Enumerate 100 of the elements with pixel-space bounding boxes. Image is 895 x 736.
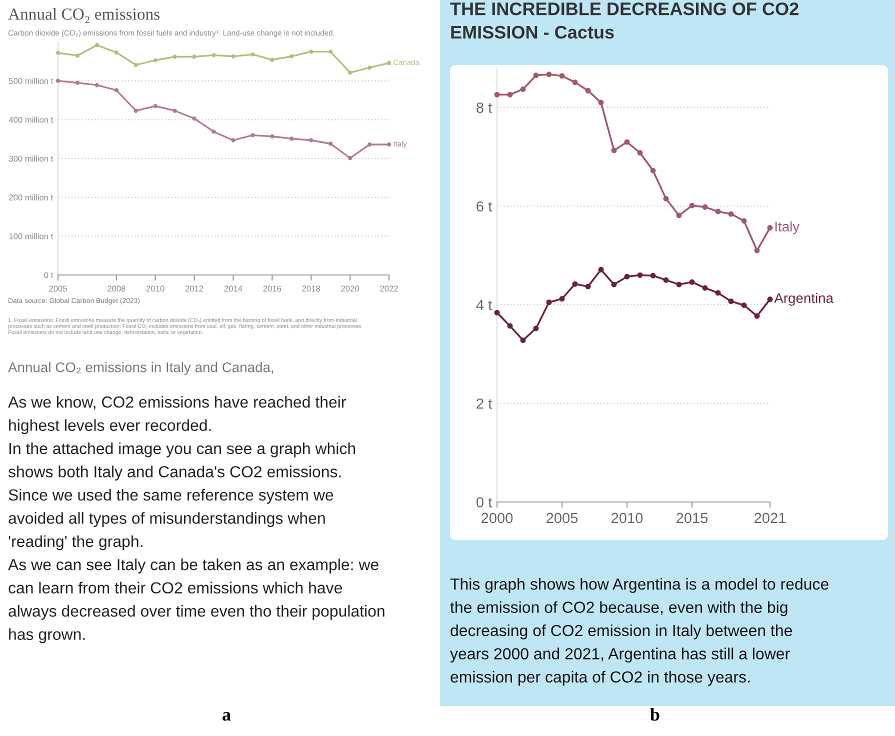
y-tick-label: 500 million t <box>9 78 54 84</box>
chart-title: THE INCREDIBLE DECREASING OF CO2 EMISSION - Cactus <box>450 2 798 39</box>
point <box>507 92 513 98</box>
x-tick-label: 2012 <box>185 286 204 292</box>
y-tick-label: 0 t <box>476 497 492 508</box>
point <box>767 225 773 231</box>
x-tick-label: 2008 <box>108 286 126 292</box>
point <box>114 50 118 55</box>
point <box>546 299 552 306</box>
point <box>533 326 539 332</box>
x-tick-label: 2018 <box>302 286 320 292</box>
point <box>231 54 236 58</box>
point <box>715 208 721 214</box>
point <box>598 100 604 106</box>
point <box>559 296 565 302</box>
point <box>309 50 314 54</box>
y-tick-label: 300 million t <box>8 155 54 162</box>
point <box>559 73 565 79</box>
point <box>611 148 617 154</box>
point <box>212 53 216 58</box>
point <box>270 58 274 62</box>
x-tick-label: 2010 <box>146 286 164 292</box>
y-tick-label: 6 t <box>476 201 492 212</box>
x-tick-label: 2021 <box>754 512 786 524</box>
point <box>134 62 138 67</box>
x-tick-label: 2005 <box>49 286 67 292</box>
point <box>94 43 100 48</box>
point <box>624 139 630 145</box>
text: Annual CO₂ emissions in Italy and Canada, <box>8 362 274 375</box>
text: As we know, CO2 emissions have reached their highest levels ever recorded. In the attached image you can see a graph which shows both Italy and Canada's CO2 emissions. Since we used the same reference system we avoided all types of misunderstandings when 'reading' the graph. As we can see Italy can be taken as an example: we can learn from their CO2 emissions which have always decreased over time even tho their population has grown. <box>8 396 384 644</box>
text: a <box>222 712 231 721</box>
point <box>172 108 177 113</box>
point <box>546 72 552 78</box>
y-tick-label: 400 million t <box>8 116 54 123</box>
point <box>520 337 526 344</box>
point <box>367 66 372 70</box>
point <box>689 279 695 285</box>
point <box>702 285 708 291</box>
x-tick-label: 2020 <box>341 286 360 292</box>
x-tick-label: 2000 <box>482 512 513 524</box>
point <box>114 88 118 92</box>
point <box>728 211 734 217</box>
series-label: Argentina <box>774 292 834 306</box>
point <box>585 284 591 290</box>
point <box>650 168 656 174</box>
point <box>172 54 177 59</box>
y-tick-label: 4 t <box>476 300 492 310</box>
x-tick-label: 2014 <box>224 286 242 292</box>
point <box>715 290 721 296</box>
point <box>754 248 760 254</box>
point <box>212 130 216 134</box>
point <box>192 54 196 59</box>
point <box>348 156 352 160</box>
point <box>56 78 60 83</box>
point <box>153 104 158 108</box>
point <box>689 202 695 208</box>
point <box>134 108 138 113</box>
point <box>309 138 314 142</box>
point <box>676 212 682 218</box>
point <box>386 60 392 66</box>
point <box>702 204 708 210</box>
series-label: Italy <box>775 221 800 234</box>
point <box>328 50 333 54</box>
x-tick-label: 2016 <box>263 286 282 292</box>
point <box>270 134 274 138</box>
point <box>650 272 656 278</box>
point <box>153 58 158 62</box>
point <box>75 80 80 85</box>
chart-title: Annual CO₂ emissions <box>8 8 160 23</box>
point <box>663 196 669 202</box>
y-tick-label: 2 t <box>476 398 492 409</box>
point <box>624 274 630 280</box>
point <box>231 138 236 142</box>
point <box>741 302 747 308</box>
x-tick-label: 2015 <box>676 512 708 524</box>
point <box>290 136 294 141</box>
point <box>250 52 255 57</box>
point <box>585 88 591 94</box>
point <box>494 310 500 316</box>
y-tick-label: 8 t <box>476 102 492 113</box>
y-tick-label: 200 million t <box>9 194 54 200</box>
point <box>533 72 539 78</box>
point <box>367 142 372 147</box>
point <box>572 281 578 287</box>
point <box>520 86 526 92</box>
point <box>386 142 392 147</box>
point <box>56 50 60 55</box>
point <box>676 282 682 288</box>
x-tick-label: 2010 <box>612 512 643 524</box>
x-tick-label: 2005 <box>546 512 578 524</box>
point <box>328 142 333 146</box>
point <box>250 133 255 138</box>
point <box>611 282 617 288</box>
y-tick-label: 0 t <box>44 272 54 278</box>
point <box>494 92 500 98</box>
point <box>637 272 643 278</box>
y-tick-label: 100 million t <box>9 233 54 240</box>
text: This graph shows how Argentina is a model to reduce the emission of CO2 because, even with the big decreasing of CO2 emission in Italy between the years 2000 and 2021, Argentina has still a lower emission per capita of CO2 in those years. <box>450 578 828 686</box>
point <box>598 266 604 272</box>
point <box>94 83 100 88</box>
